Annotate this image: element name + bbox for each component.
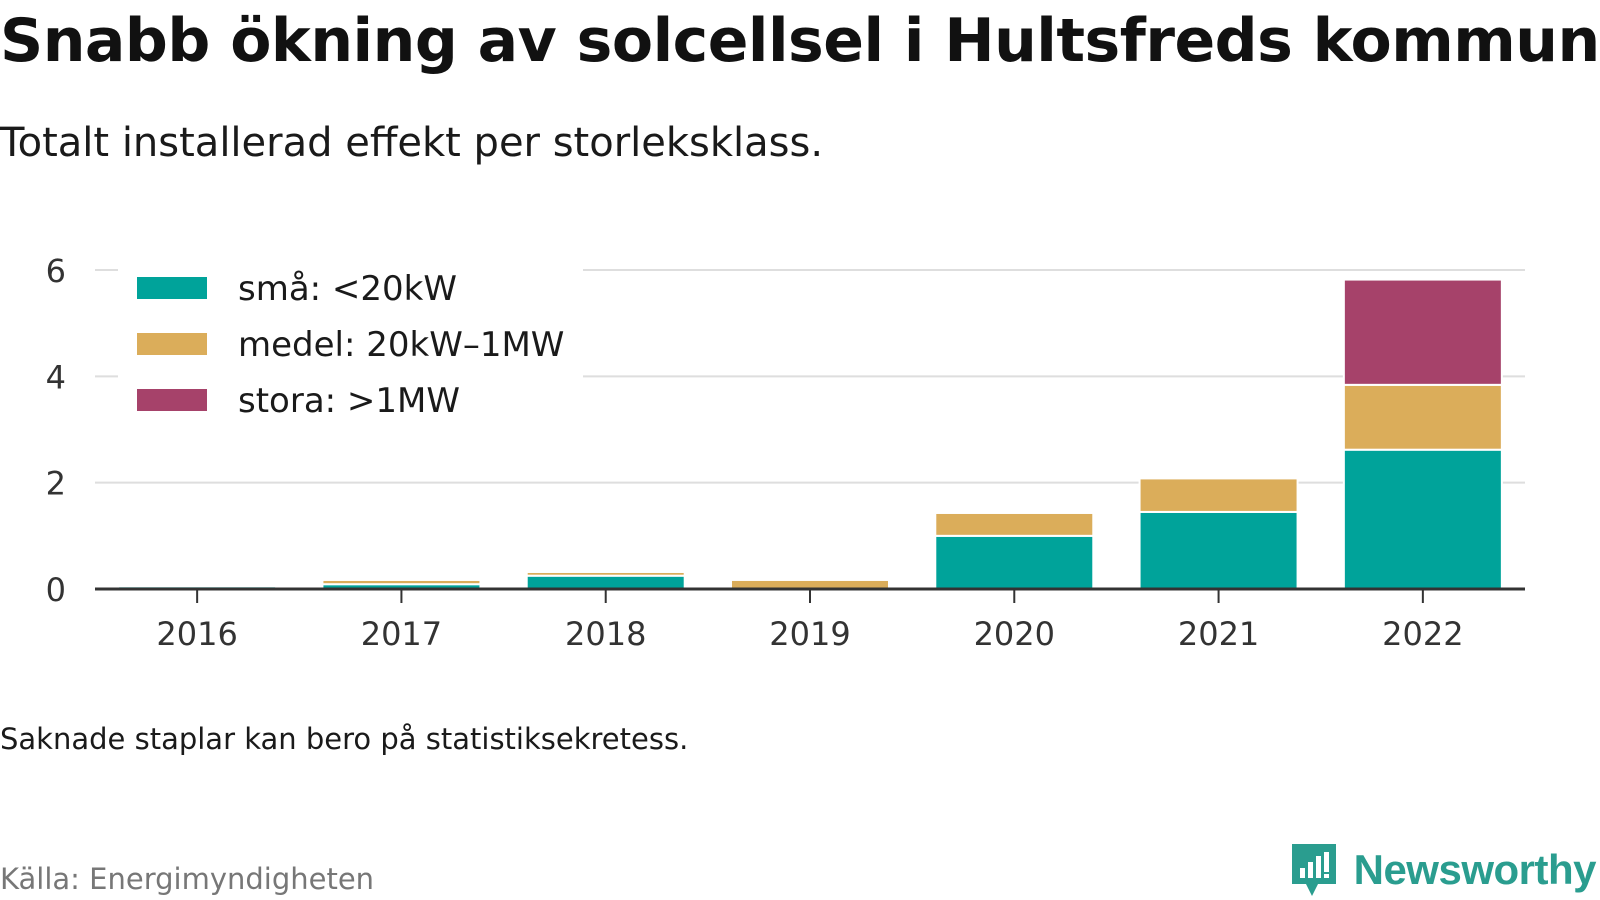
x-tick-label: 2019 — [769, 615, 850, 653]
bar-2021-series-1 — [1138, 477, 1299, 513]
footnote: Saknade staplar kan bero på statistiksek… — [0, 722, 689, 756]
y-axis-ticks: 0 2 4 6 — [46, 252, 66, 609]
chart-subtitle: Totalt installerad effekt per storlekskl… — [0, 120, 824, 166]
bar-2017-series-1 — [321, 578, 482, 586]
bars — [117, 278, 1503, 591]
y-tick-label: 0 — [46, 571, 66, 609]
bar-2018-series-1 — [525, 570, 686, 577]
source-credit: Källa: Energimyndigheten — [0, 862, 375, 896]
bar-2022-series-1 — [1342, 383, 1503, 451]
x-tick-label: 2016 — [156, 615, 237, 653]
bar-2022-series-2 — [1342, 278, 1503, 386]
legend: små: <20kW medel: 20kW–1MW stora: >1MW — [118, 262, 583, 432]
bar-2021-series-0 — [1138, 510, 1299, 590]
y-tick-label: 6 — [46, 252, 66, 290]
bar-2022-series-0 — [1342, 448, 1503, 590]
legend-label-0: små: <20kW — [238, 269, 457, 309]
legend-swatch-2 — [137, 389, 207, 411]
legend-swatch-1 — [137, 333, 207, 355]
bar-2018-series-0 — [525, 574, 686, 590]
brand-name: Newsworthy — [1353, 846, 1597, 893]
x-tick-label: 2018 — [565, 615, 646, 653]
y-tick-label: 4 — [46, 358, 66, 396]
chart-title: Snabb ökning av solcellsel i Hultsfreds … — [0, 6, 1600, 76]
x-tick-label: 2020 — [974, 615, 1055, 653]
bar-2020-series-0 — [934, 534, 1095, 590]
x-tick-label: 2017 — [361, 615, 442, 653]
bar-2020-series-1 — [934, 511, 1095, 537]
legend-label-1: medel: 20kW–1MW — [238, 325, 564, 365]
x-tick-label: 2022 — [1382, 615, 1463, 653]
x-axis-ticks: 2016 2017 2018 2019 2020 2021 2022 — [156, 589, 1464, 653]
legend-swatch-0 — [137, 277, 207, 299]
newsworthy-brand: Newsworthy — [1288, 840, 1597, 900]
legend-label-2: stora: >1MW — [238, 381, 460, 421]
newsworthy-logo-icon — [1291, 844, 1336, 896]
x-tick-label: 2021 — [1178, 615, 1259, 653]
y-tick-label: 2 — [46, 465, 66, 503]
